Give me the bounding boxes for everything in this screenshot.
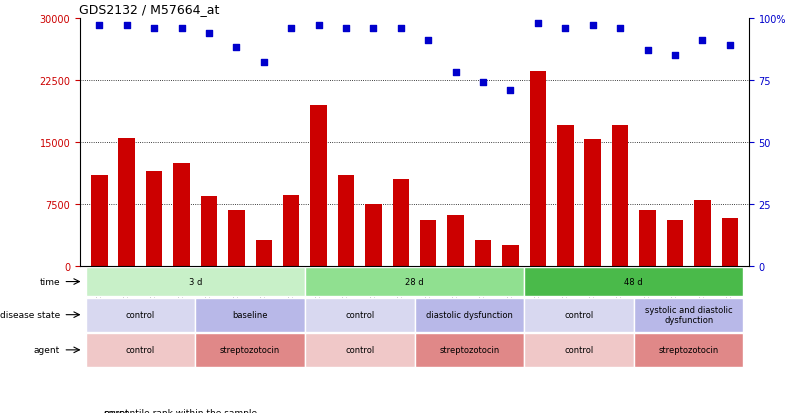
Bar — [415, 298, 524, 332]
Bar — [475, 240, 491, 266]
Point — [175, 25, 188, 32]
Text: agent: agent — [34, 346, 60, 354]
Point — [340, 25, 352, 32]
Point — [422, 38, 435, 44]
Bar — [310, 105, 327, 266]
Text: control: control — [565, 346, 594, 354]
Point — [285, 25, 298, 32]
Point — [230, 45, 243, 52]
Bar — [201, 196, 217, 266]
Bar — [365, 204, 381, 266]
Text: baseline: baseline — [232, 311, 268, 319]
Bar — [86, 298, 195, 332]
Point — [614, 25, 626, 32]
Bar — [420, 221, 437, 266]
Bar — [283, 195, 300, 266]
Bar — [415, 333, 524, 367]
Point — [312, 23, 325, 29]
Point — [449, 70, 462, 76]
Bar — [338, 176, 354, 266]
Point — [93, 23, 106, 29]
Point — [477, 80, 489, 86]
Point — [147, 25, 160, 32]
Point — [203, 30, 215, 37]
Text: streptozotocin: streptozotocin — [439, 346, 500, 354]
Bar — [524, 298, 634, 332]
Bar — [557, 126, 574, 266]
Bar — [524, 267, 743, 297]
Point — [394, 25, 407, 32]
Bar — [256, 240, 272, 266]
Point — [367, 25, 380, 32]
Bar — [305, 298, 415, 332]
Text: 28 d: 28 d — [405, 278, 424, 286]
Text: control: control — [565, 311, 594, 319]
Bar — [86, 333, 195, 367]
Point — [641, 47, 654, 54]
Text: control: control — [126, 311, 155, 319]
Bar — [524, 333, 634, 367]
Bar — [639, 210, 656, 266]
Text: percentile rank within the sample: percentile rank within the sample — [103, 408, 256, 413]
Text: disease state: disease state — [0, 311, 60, 319]
Bar — [305, 333, 415, 367]
Point — [559, 25, 572, 32]
Bar — [634, 333, 743, 367]
Bar — [392, 180, 409, 266]
Text: diastolic dysfunction: diastolic dysfunction — [426, 311, 513, 319]
Text: systolic and diastolic
dysfunction: systolic and diastolic dysfunction — [645, 305, 732, 325]
Bar — [86, 267, 305, 297]
Bar — [634, 298, 743, 332]
Bar — [722, 218, 738, 266]
Bar — [694, 200, 710, 266]
Bar — [173, 163, 190, 266]
Bar — [146, 171, 163, 266]
Bar — [119, 138, 135, 266]
Point — [504, 87, 517, 94]
Point — [669, 52, 682, 59]
Point — [696, 38, 709, 44]
Point — [723, 43, 736, 49]
Bar — [502, 246, 519, 266]
Bar — [195, 298, 305, 332]
Bar — [585, 140, 601, 266]
Bar — [195, 333, 305, 367]
Text: streptozotocin: streptozotocin — [220, 346, 280, 354]
Text: control: control — [126, 346, 155, 354]
Bar — [305, 267, 524, 297]
Text: control: control — [345, 311, 374, 319]
Text: count: count — [103, 408, 129, 413]
Text: control: control — [345, 346, 374, 354]
Text: GDS2132 / M57664_at: GDS2132 / M57664_at — [79, 3, 219, 16]
Point — [257, 60, 270, 66]
Point — [531, 20, 544, 27]
Point — [120, 23, 133, 29]
Bar — [448, 215, 464, 266]
Point — [586, 23, 599, 29]
Bar — [228, 210, 244, 266]
Bar — [91, 176, 107, 266]
Bar — [612, 126, 628, 266]
Text: streptozotocin: streptozotocin — [658, 346, 718, 354]
Bar — [666, 221, 683, 266]
Text: time: time — [39, 278, 60, 286]
Text: 3 d: 3 d — [188, 278, 202, 286]
Bar — [529, 72, 546, 266]
Text: 48 d: 48 d — [625, 278, 643, 286]
